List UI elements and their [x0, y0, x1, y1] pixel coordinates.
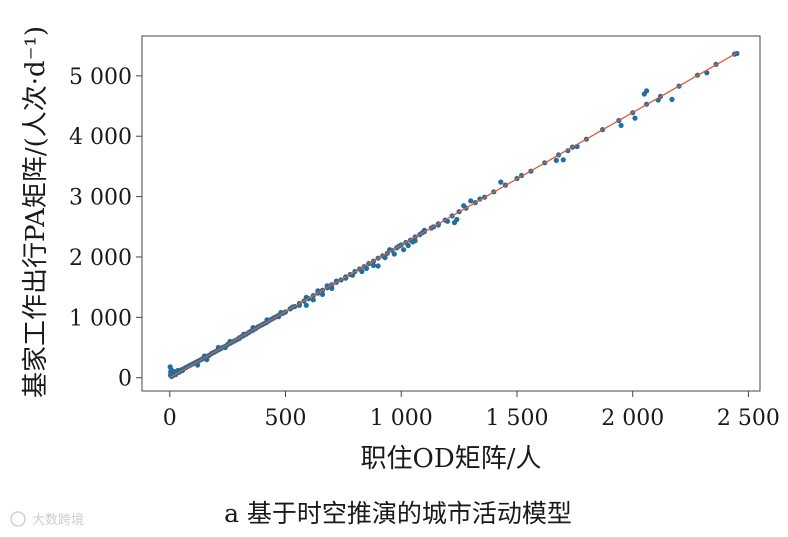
x-tick-label: 1 000: [370, 406, 433, 431]
data-point: [391, 251, 397, 257]
data-point: [405, 242, 411, 249]
data-point: [329, 285, 335, 291]
fit-line-layer: [169, 52, 738, 379]
data-point: [451, 220, 458, 226]
data-point: [412, 238, 418, 244]
y-tick-label: 1 000: [69, 306, 132, 331]
data-point: [618, 122, 624, 128]
data-point: [375, 263, 381, 269]
watermark: 大数跨境: [10, 511, 84, 528]
plot-frame: [141, 35, 761, 392]
fit-line: [169, 52, 738, 379]
x-tick-label: 0: [163, 406, 177, 431]
y-tick-label: 3 000: [69, 186, 132, 211]
y-axis-ticks: 0 1 000 2 000 3 000 4 000 5 000: [69, 65, 142, 392]
data-point: [644, 88, 650, 94]
x-tick-label: 2 000: [601, 406, 664, 431]
data-point: [468, 198, 474, 204]
y-tick-label: 5 000: [69, 65, 132, 90]
y-axis-label: 基家工作出行PA矩阵/(人次·d⁻¹): [21, 26, 51, 398]
data-point: [498, 179, 504, 185]
data-point: [401, 247, 407, 253]
data-point: [560, 157, 566, 163]
data-point: [461, 203, 467, 209]
x-tick-label: 1 500: [485, 406, 548, 431]
y-tick-label: 4 000: [69, 125, 132, 150]
data-point: [359, 268, 365, 275]
x-axis-ticks: 0 500 1 000 1 500 2 000 2 500: [163, 391, 780, 431]
y-tick-label: 0: [118, 367, 132, 392]
watermark-text: 大数跨境: [32, 513, 84, 528]
data-point: [310, 297, 316, 303]
figure-caption: a 基于时空推演的城市活动模型: [224, 499, 572, 528]
data-point: [363, 265, 370, 271]
y-tick-label: 2 000: [69, 246, 132, 271]
data-point: [319, 291, 326, 297]
data-point: [632, 115, 638, 121]
x-tick-label: 2 500: [717, 406, 780, 431]
data-point: [382, 255, 388, 261]
data-point: [303, 302, 309, 308]
data-point: [669, 96, 675, 102]
x-tick-label: 500: [265, 406, 307, 431]
watermark-logo-icon: [10, 511, 26, 527]
data-point: [195, 362, 201, 368]
x-axis-label: 职住OD矩阵/人: [361, 444, 542, 474]
data-point: [553, 157, 559, 163]
data-point: [370, 262, 377, 268]
